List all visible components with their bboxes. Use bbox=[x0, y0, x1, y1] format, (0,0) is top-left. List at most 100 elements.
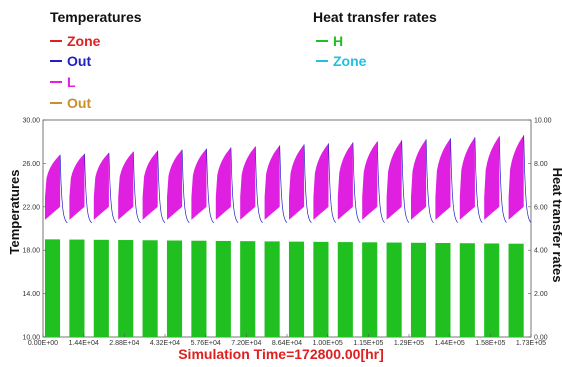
h-pulse-bar bbox=[142, 240, 158, 337]
h-pulse-bar bbox=[435, 243, 451, 337]
l-temperature-band bbox=[191, 148, 207, 220]
x-tick-label: 1.44E+05 bbox=[435, 340, 465, 347]
h-pulse-bar bbox=[337, 242, 353, 337]
h-pulse-bar bbox=[410, 242, 427, 337]
h-pulse-bar bbox=[484, 243, 500, 337]
legend-item-out-temp: Out bbox=[50, 53, 91, 69]
out-temperature-line bbox=[254, 146, 263, 223]
y-left-tick-label: 30.00 bbox=[22, 118, 40, 125]
out-temperature-line bbox=[450, 138, 459, 223]
x-axis-title: Simulation Time=172800.00[hr] bbox=[178, 346, 384, 362]
legend-item-out-temp-2: Out bbox=[50, 95, 91, 111]
y-axis-left-title: Temperatures bbox=[7, 169, 22, 254]
out-temperature-line bbox=[108, 152, 117, 224]
out-temperature-line bbox=[523, 135, 532, 223]
out-temperature-line bbox=[181, 149, 190, 224]
l-temperature-band bbox=[142, 150, 158, 220]
h-pulse-bar bbox=[313, 241, 329, 337]
l-temperature-band bbox=[240, 146, 256, 220]
x-tick-label: 1.58E+05 bbox=[475, 340, 505, 347]
out-temperature-line bbox=[425, 139, 434, 223]
y-right-tick-label: 2.00 bbox=[534, 291, 548, 298]
legend-item-zone-rate: Zone bbox=[316, 53, 366, 69]
h-pulse-bar bbox=[93, 239, 109, 337]
chart-ticks: 0.00E+00 1.44E+04 2.88E+04 4.32E+04 5.76E+04… bbox=[22, 118, 551, 348]
l-temperature-band bbox=[337, 142, 353, 220]
legend-swatch-icon bbox=[50, 102, 62, 104]
out-temperature-line bbox=[279, 145, 288, 223]
out-temperature-line bbox=[328, 143, 337, 223]
out-temperature-line bbox=[498, 136, 507, 223]
legend-label: L bbox=[67, 74, 76, 90]
l-temperature-band bbox=[362, 141, 378, 220]
y-axis-right-title: Heat transfer rates bbox=[550, 168, 562, 283]
out-temperature-line bbox=[84, 153, 93, 224]
x-tick-label: 7.20E+04 bbox=[231, 340, 261, 347]
l-temperature-band bbox=[118, 151, 134, 220]
l-temperature-band bbox=[386, 140, 402, 220]
legend-label: Out bbox=[67, 95, 92, 111]
out-temperature-line bbox=[376, 141, 385, 223]
legend-label: Out bbox=[67, 53, 92, 69]
out-temperature-line bbox=[303, 144, 312, 223]
y-left-tick-label: 14.00 bbox=[22, 291, 40, 298]
legend-swatch-icon bbox=[316, 40, 328, 42]
x-tick-label: 1.00E+05 bbox=[313, 340, 343, 347]
l-temperature-band bbox=[313, 143, 329, 220]
legend-swatch-icon bbox=[316, 60, 328, 62]
l-temperature-band bbox=[264, 145, 280, 220]
legend-swatch-icon bbox=[50, 60, 62, 62]
out-temperature-line bbox=[352, 142, 361, 223]
l-temperature-band bbox=[411, 139, 427, 220]
x-tick-label: 0.00E+00 bbox=[28, 340, 58, 347]
x-tick-label: 1.29E+05 bbox=[394, 340, 424, 347]
x-tick-label: 5.76E+04 bbox=[191, 340, 221, 347]
h-pulse-bar bbox=[191, 240, 207, 337]
x-tick-label: 1.15E+05 bbox=[353, 340, 383, 347]
h-pulse-bar bbox=[118, 240, 134, 337]
chart-marks bbox=[42, 119, 532, 338]
h-pulse-bar bbox=[240, 241, 256, 337]
x-tick-label: 1.73E+05 bbox=[516, 340, 546, 347]
h-pulse-bar bbox=[362, 242, 378, 337]
out-temperature-line bbox=[401, 140, 410, 223]
x-tick-label: 2.88E+04 bbox=[109, 340, 139, 347]
out-temperature-line bbox=[230, 147, 239, 224]
l-temperature-band bbox=[508, 135, 524, 220]
legend-swatch-icon bbox=[50, 81, 62, 83]
legend-swatch-icon bbox=[50, 40, 62, 42]
y-left-tick-label: 10.00 bbox=[22, 335, 40, 342]
l-temperature-band bbox=[93, 152, 109, 220]
l-temperature-band bbox=[459, 137, 475, 220]
x-tick-label: 1.44E+04 bbox=[69, 340, 99, 347]
legend-item-zone-temp: Zone bbox=[50, 33, 100, 49]
out-temperature-line bbox=[157, 150, 166, 224]
x-tick-label: 8.64E+04 bbox=[272, 340, 302, 347]
out-temperature-line bbox=[474, 137, 483, 223]
legend-title-temperatures: Temperatures bbox=[50, 9, 142, 25]
h-pulse-bar bbox=[508, 243, 524, 337]
legend-label: Zone bbox=[333, 53, 367, 69]
legend-label: Zone bbox=[67, 33, 101, 49]
h-pulse-bar bbox=[44, 239, 61, 337]
l-temperature-band bbox=[45, 154, 61, 220]
out-temperature-line bbox=[59, 154, 68, 224]
y-right-tick-label: 8.00 bbox=[534, 161, 548, 168]
l-temperature-band bbox=[435, 138, 451, 220]
h-pulse-bar bbox=[69, 239, 85, 337]
h-pulse-bar bbox=[288, 241, 305, 337]
x-tick-label: 4.32E+04 bbox=[150, 340, 180, 347]
h-pulse-bar bbox=[215, 240, 231, 337]
l-temperature-band bbox=[484, 136, 500, 220]
y-right-tick-label: 0.00 bbox=[534, 335, 548, 342]
l-temperature-band bbox=[167, 149, 183, 220]
l-temperature-band bbox=[69, 153, 85, 220]
y-right-tick-label: 6.00 bbox=[534, 204, 548, 211]
l-temperature-band bbox=[215, 147, 231, 220]
legend-item-l-temp: L bbox=[50, 74, 76, 90]
h-pulse-bar bbox=[459, 243, 475, 337]
legend-title-heat-transfer: Heat transfer rates bbox=[313, 9, 437, 25]
plot-frame bbox=[42, 119, 532, 338]
out-temperature-line bbox=[132, 151, 141, 224]
